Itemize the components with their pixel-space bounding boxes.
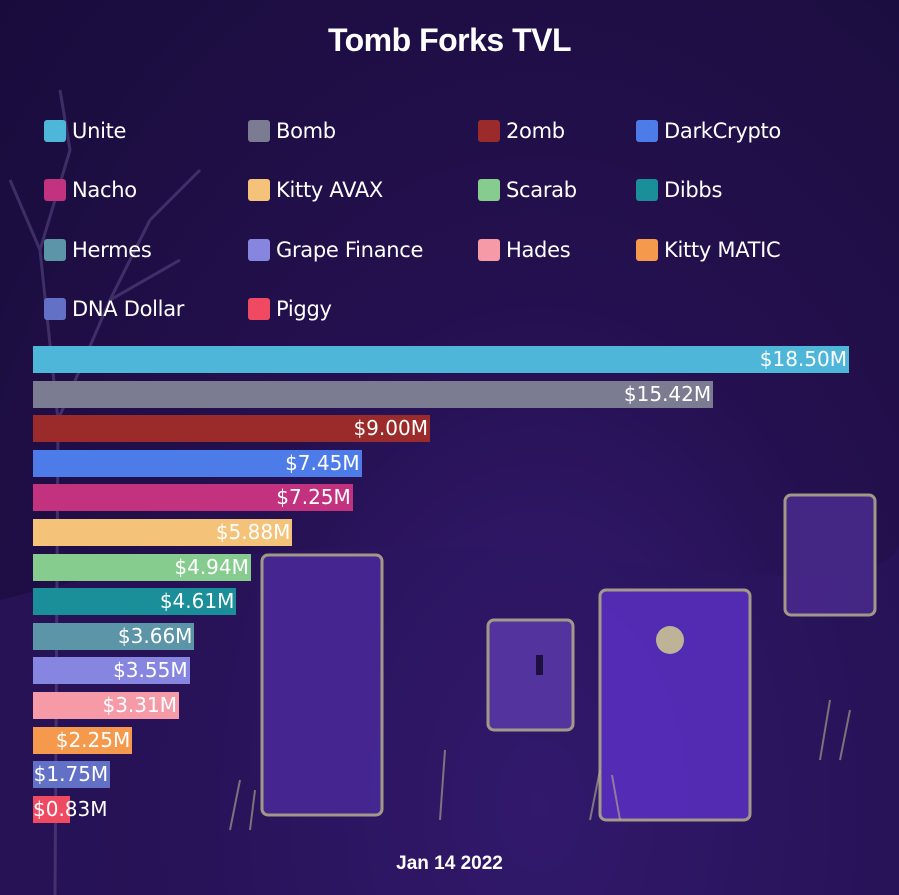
legend-label: Grape Finance — [276, 238, 424, 262]
legend-swatch — [44, 120, 66, 142]
legend-swatch — [248, 298, 270, 320]
legend-item[interactable]: DarkCrypto — [636, 116, 781, 146]
bar[interactable] — [33, 622, 195, 650]
legend-item[interactable]: Hermes — [44, 235, 152, 265]
legend-swatch — [478, 120, 500, 142]
bar[interactable] — [33, 761, 111, 789]
bar-value-label: $4.61M — [159, 589, 235, 614]
bar-value-label: $18.50M — [759, 347, 847, 371]
bar-value-label: $0.83M — [33, 796, 108, 821]
legend-item[interactable]: Piggy — [248, 294, 332, 324]
legend-label: 2omb — [506, 119, 565, 143]
bar-value-label: $4.94M — [174, 554, 249, 579]
legend-label: Kitty MATIC — [664, 238, 781, 262]
bar-value-label: $3.66M — [117, 623, 193, 648]
legend-item[interactable]: Kitty AVAX — [248, 175, 383, 205]
legend-swatch — [478, 179, 500, 201]
chart-title: Tomb Forks TVL — [327, 22, 572, 58]
bar[interactable] — [33, 795, 70, 823]
legend-swatch — [636, 179, 658, 201]
legend-label: Piggy — [276, 297, 332, 321]
legend-label: Dibbs — [664, 178, 723, 202]
bar-value-label: $3.31M — [102, 693, 177, 717]
legend-swatch — [636, 239, 658, 261]
bar[interactable] — [33, 484, 353, 512]
legend-swatch — [44, 298, 66, 320]
legend-swatch — [248, 239, 270, 261]
bar[interactable] — [33, 346, 849, 373]
legend-label: Hades — [506, 238, 571, 262]
legend-item[interactable]: Kitty MATIC — [636, 235, 781, 265]
bar-value-label: $15.42M — [623, 381, 712, 406]
legend-item[interactable]: Nacho — [44, 175, 137, 205]
legend-label: Kitty AVAX — [276, 178, 383, 202]
legend-item[interactable]: Grape Finance — [248, 235, 423, 265]
bar[interactable] — [33, 692, 179, 719]
legend-swatch — [636, 120, 658, 142]
legend-swatch — [248, 179, 270, 201]
bar-value-label: $7.45M — [285, 450, 360, 475]
bar-value-label: $5.88M — [215, 520, 291, 544]
bar[interactable] — [33, 588, 237, 616]
legend-label: DNA Dollar — [72, 297, 185, 321]
legend-label: DarkCrypto — [664, 119, 781, 143]
legend-item[interactable]: Hades — [478, 235, 571, 265]
bar[interactable] — [33, 726, 133, 754]
legend-item[interactable]: Scarab — [478, 175, 577, 205]
bar[interactable] — [33, 380, 714, 408]
bar[interactable] — [33, 553, 251, 581]
bar[interactable] — [33, 415, 430, 443]
chart-legend: Unite Bomb 2omb DarkCrypto Nacho Kitty AVAX Sc… — [44, 118, 884, 338]
legend-label: Unite — [72, 119, 127, 143]
legend-label: Nacho — [72, 178, 137, 202]
legend-label: Bomb — [276, 119, 336, 143]
bar-value-label: $1.75M — [33, 762, 109, 787]
legend-swatch — [44, 239, 66, 261]
bar[interactable] — [33, 519, 293, 546]
legend-swatch — [248, 120, 270, 142]
bar-value-label: $9.00M — [353, 416, 428, 441]
legend-label: Hermes — [72, 238, 152, 262]
bar[interactable] — [33, 449, 362, 477]
bar-value-label: $7.25M — [276, 485, 351, 510]
legend-item[interactable]: DNA Dollar — [44, 294, 184, 324]
bar[interactable] — [33, 657, 190, 685]
legend-swatch — [44, 179, 66, 201]
bar-value-label: $3.55M — [113, 658, 188, 683]
legend-item[interactable]: Bomb — [248, 116, 336, 146]
legend-item[interactable]: 2omb — [478, 116, 565, 146]
date-label: Jan 14 2022 — [396, 853, 503, 874]
bar-value-label: $2.25M — [55, 727, 131, 752]
legend-item[interactable]: Dibbs — [636, 175, 722, 205]
legend-item[interactable]: Unite — [44, 116, 126, 146]
legend-label: Scarab — [506, 178, 577, 202]
legend-swatch — [478, 239, 500, 261]
